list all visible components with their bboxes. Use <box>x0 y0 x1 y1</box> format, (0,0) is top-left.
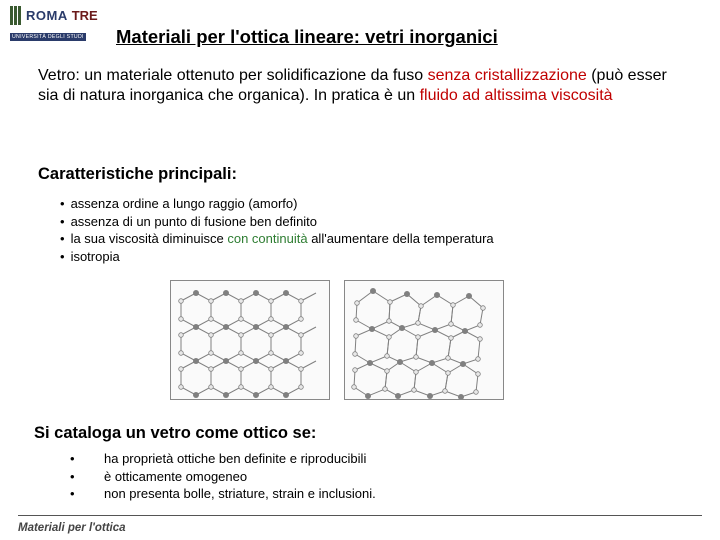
intro-red-1: senza cristallizzazione <box>428 67 587 84</box>
slide-title: Materiali per l'ottica lineare: vetri in… <box>116 26 498 48</box>
list-item-text: assenza ordine a lungo raggio (amorfo) <box>71 195 298 213</box>
list-item: •isotropia <box>60 248 680 266</box>
logo-word2: TRE <box>72 8 98 23</box>
logo-subtitle: UNIVERSITÀ DEGLI STUDI <box>10 33 86 41</box>
structure-diagrams <box>170 280 504 400</box>
footer-divider <box>18 515 702 516</box>
list-item-text: la sua viscosità diminuisce con continui… <box>71 230 494 248</box>
footer-text: Materiali per l'ottica <box>18 522 126 534</box>
list-item: •ha proprietà ottiche ben definite e rip… <box>70 450 670 468</box>
optical-glass-heading: Si cataloga un vetro come ottico se: <box>34 424 316 443</box>
logo-word1: ROMA <box>26 8 68 23</box>
crystalline-structure-diagram <box>170 280 330 400</box>
list-item: •assenza di un punto di fusione ben defi… <box>60 213 680 231</box>
list-item-text: isotropia <box>71 248 120 266</box>
intro-red-2: fluido ad altissima viscosità <box>420 87 613 104</box>
characteristics-list: •assenza ordine a lungo raggio (amorfo) … <box>60 195 680 265</box>
amorphous-structure-diagram <box>344 280 504 400</box>
list-item-text: è otticamente omogeneo <box>104 468 247 486</box>
list-item-text: assenza di un punto di fusione ben defin… <box>71 213 317 231</box>
intro-paragraph: Vetro: un materiale ottenuto per solidif… <box>38 66 678 106</box>
list-item: •è otticamente omogeneo <box>70 468 670 486</box>
list-item: •la sua viscosità diminuisce con continu… <box>60 230 680 248</box>
list-item-text: non presenta bolle, striature, strain e … <box>104 485 376 503</box>
list-item: •assenza ordine a lungo raggio (amorfo) <box>60 195 680 213</box>
list-item: •non presenta bolle, striature, strain e… <box>70 485 670 503</box>
list-item-text: ha proprietà ottiche ben definite e ripr… <box>104 450 366 468</box>
university-logo: ROMA TRE UNIVERSITÀ DEGLI STUDI <box>10 6 106 40</box>
characteristics-heading: Caratteristiche principali: <box>38 165 237 184</box>
optical-criteria-list: •ha proprietà ottiche ben definite e rip… <box>70 450 670 503</box>
intro-text-1: Vetro: un materiale ottenuto per solidif… <box>38 67 428 84</box>
